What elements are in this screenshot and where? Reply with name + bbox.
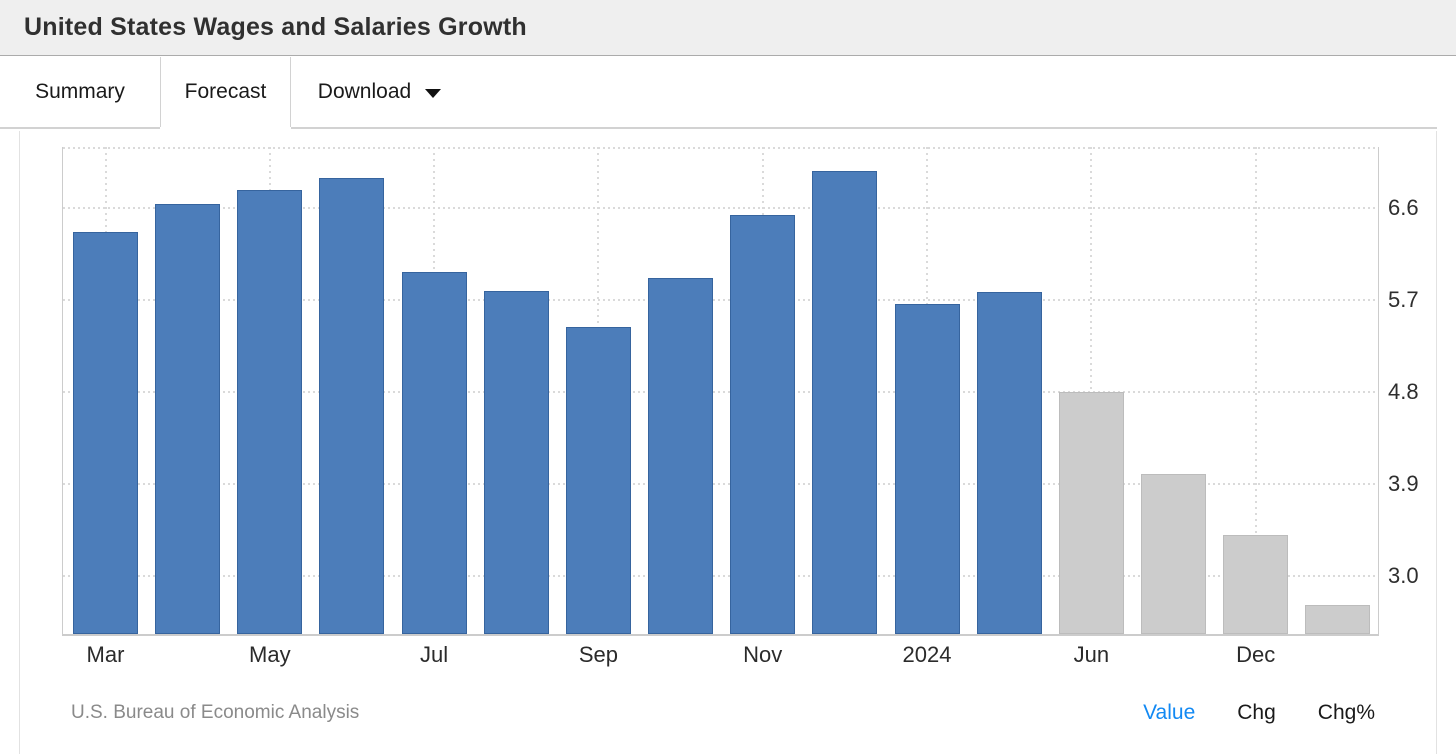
bar-actual[interactable] [565,326,631,634]
x-tick-label: Jun [1073,642,1110,667]
bar-actual[interactable] [319,177,385,634]
tab-download-label: Download [317,80,412,103]
footer-link-value[interactable]: Value [1143,701,1196,724]
page-title: United States Wages and Salaries Growth [24,13,527,41]
x-tick-label: Nov [743,642,783,667]
grid-line-v [1090,147,1093,634]
grid-line-v [1254,147,1257,634]
tab-bar: Summary Forecast Download [0,57,1437,129]
bar-actual[interactable] [73,231,138,634]
bar-actual[interactable] [976,292,1042,634]
plot-top-border [63,147,1378,149]
x-tick-label: 2024 [902,642,952,667]
x-tick-label: May [249,642,291,667]
source-label: U.S. Bureau of Economic Analysis [71,702,360,723]
grid-line-h [63,207,1378,210]
y-tick-label: 6.6 [1388,195,1419,221]
chart-card: 6.6 5.7 4.8 3.9 3.0 Mar May Jul Sep Nov 2024 Jun Dec… [19,131,1437,754]
bar-actual[interactable] [812,170,878,634]
bar-actual[interactable] [401,271,467,634]
bar-actual[interactable] [237,189,303,634]
tab-forecast-label: Forecast [184,80,267,103]
y-tick-label: 3.0 [1388,562,1419,588]
chevron-down-icon [425,89,442,98]
grid-line-h [63,299,1378,302]
y-tick-label: 3.9 [1388,470,1419,496]
footer-links: Value Chg Chg% [1143,701,1375,725]
footer-link-chgpct[interactable]: Chg% [1317,701,1375,724]
tab-download[interactable]: Download [291,57,468,127]
bar-actual[interactable] [483,291,549,634]
chart-footer: U.S. Bureau of Economic Analysis Value C… [71,697,1375,729]
tab-forecast[interactable]: Forecast [160,57,291,127]
tab-summary-label: Summary [35,80,125,103]
grid-line-h [63,482,1378,485]
bar-forecast[interactable] [1140,473,1206,634]
bar-actual[interactable] [730,215,796,634]
tab-summary[interactable]: Summary [0,57,160,127]
grid-line-h [63,391,1378,393]
x-tick-label: Mar [86,642,125,667]
y-tick-label: 4.8 [1388,379,1419,404]
x-tick-label: Dec [1236,642,1276,667]
y-tick-label: 5.7 [1388,287,1419,313]
grid-line-h [63,574,1378,577]
bar-forecast[interactable] [1305,605,1371,634]
page-header: United States Wages and Salaries Growth [0,0,1456,56]
x-tick-label: Jul [420,642,449,667]
bar-actual[interactable] [648,277,714,634]
bar-forecast[interactable] [1223,534,1289,634]
bar-forecast[interactable] [1058,392,1124,634]
bar-actual[interactable] [894,304,960,634]
footer-link-chg[interactable]: Chg [1237,701,1276,724]
chart-plot: 6.6 5.7 4.8 3.9 3.0 Mar May Jul Sep Nov 2024 Jun Dec [62,147,1419,667]
bar-actual[interactable] [155,204,221,634]
x-tick-label: Sep [578,642,618,667]
